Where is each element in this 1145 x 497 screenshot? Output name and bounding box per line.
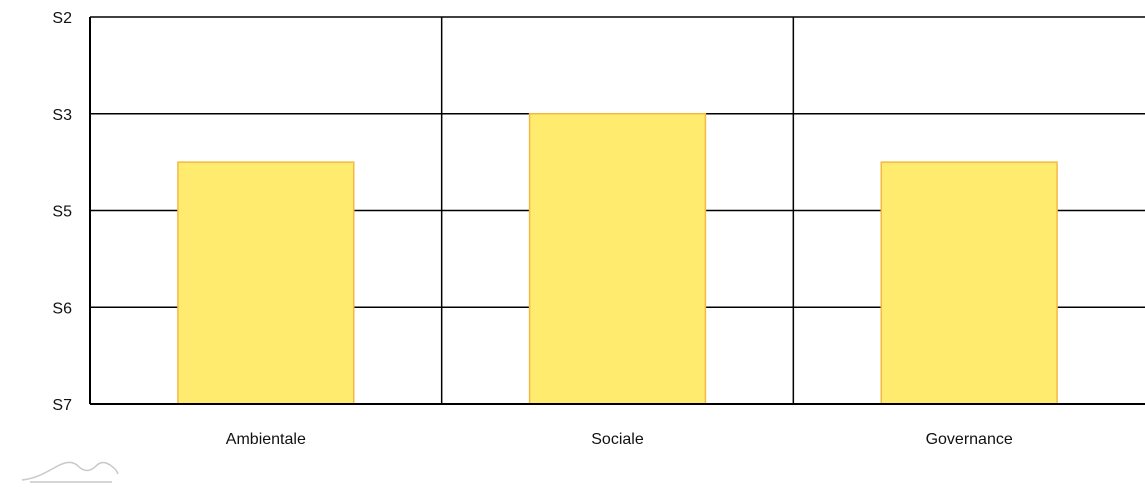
mountain-logo-icon <box>22 462 118 482</box>
bar-governance <box>881 162 1057 404</box>
x-category-label: Ambientale <box>226 431 306 448</box>
bar-layer <box>178 114 1057 404</box>
bar-ambientale <box>178 162 354 404</box>
bar-sociale <box>530 114 706 404</box>
x-category-label: Governance <box>926 431 1013 448</box>
y-tick-label: S3 <box>52 107 72 124</box>
y-tick-label: S5 <box>52 204 72 221</box>
y-tick-label: S2 <box>52 10 72 27</box>
y-tick-label: S6 <box>52 300 72 317</box>
y-tick-label: S7 <box>52 397 72 414</box>
x-category-label: Sociale <box>591 431 644 448</box>
